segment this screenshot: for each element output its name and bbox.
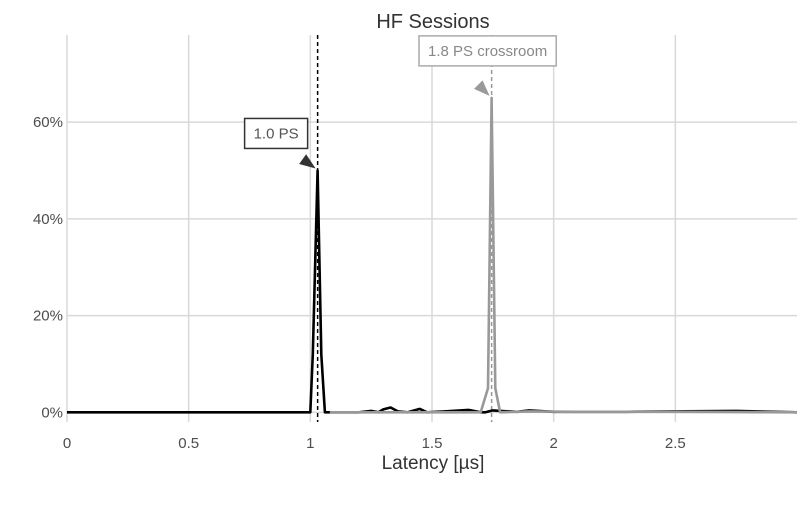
grid	[66, 35, 797, 422]
x-tick-label: 0.5	[178, 435, 199, 452]
x-tick-label: 1	[306, 435, 314, 452]
x-axis-ticks: 0 0.5 1 1.5 2 2.5	[63, 435, 686, 452]
x-tick-label: 2.5	[665, 435, 686, 452]
annotation-label: 1.8 PS crossroom	[428, 43, 547, 60]
annotation-label: 1.0 PS	[254, 125, 299, 142]
chart-title: HF Sessions	[376, 11, 489, 33]
y-tick-label: 20%	[33, 308, 63, 325]
y-tick-label: 0%	[41, 404, 63, 421]
reference-lines	[316, 35, 493, 422]
x-tick-label: 1.5	[422, 435, 443, 452]
annotation-box	[418, 35, 557, 67]
x-tick-label: 0	[63, 435, 71, 452]
y-tick-label: 40%	[33, 211, 63, 228]
annotation-arrow	[474, 80, 490, 96]
annotation-arrow	[299, 154, 316, 169]
series-lines	[67, 96, 798, 414]
x-axis-label: Latency [µs]	[382, 453, 485, 474]
annotation-box	[243, 117, 309, 150]
series-line	[329, 96, 798, 414]
annotations: 1.0 PS 1.8 PS crossroom	[243, 35, 557, 169]
y-tick-label: 60%	[33, 114, 63, 131]
annotation: 1.0 PS	[243, 117, 316, 169]
annotation: 1.8 PS crossroom	[418, 35, 557, 96]
x-tick-label: 2	[549, 435, 557, 452]
y-axis-ticks: 0% 20% 40% 60%	[33, 114, 63, 421]
